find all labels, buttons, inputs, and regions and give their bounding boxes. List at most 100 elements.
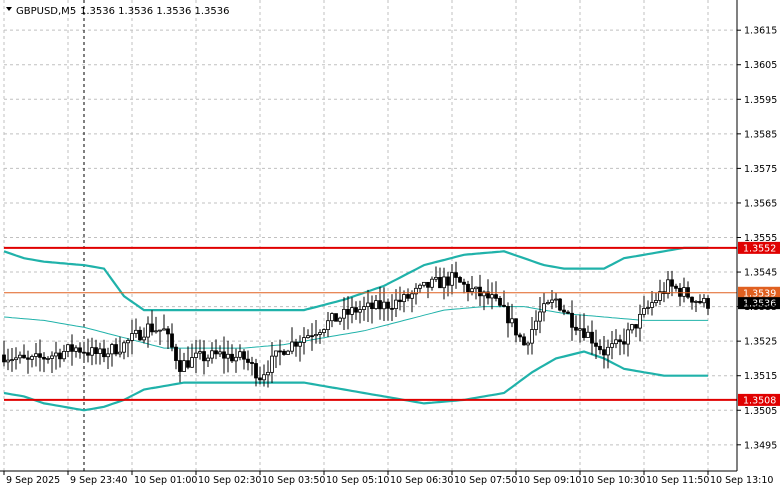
candle-body	[478, 286, 482, 297]
candle-body	[658, 291, 662, 301]
candle-body	[278, 350, 282, 353]
candle-body	[702, 298, 706, 304]
candle-body	[238, 351, 242, 358]
candle-body	[190, 357, 194, 368]
candle-body	[146, 323, 150, 338]
candle-body	[2, 354, 6, 363]
level-price-label: 1.3508	[743, 395, 776, 406]
x-tick-label: 10 Sep 10:30	[582, 475, 645, 486]
candle-body	[438, 276, 442, 289]
candle-body	[154, 330, 158, 333]
y-tick-label: 1.3565	[744, 198, 777, 209]
candle-body	[426, 281, 430, 288]
candle-body	[314, 334, 318, 337]
candle-body	[646, 307, 650, 309]
symbol-menu-icon[interactable]	[6, 7, 12, 11]
candle-body	[346, 308, 350, 315]
candle-body	[302, 337, 306, 343]
candle-body	[398, 299, 402, 303]
candle-body	[618, 339, 622, 343]
candle-body	[10, 359, 14, 362]
y-tick-label: 1.3605	[744, 60, 777, 71]
candle-body	[294, 341, 298, 347]
candle-body	[134, 329, 138, 334]
candle-body	[462, 281, 466, 285]
candle-body	[74, 347, 78, 352]
candle-body	[614, 339, 618, 345]
candle-body	[6, 359, 10, 363]
candle-body	[362, 306, 366, 310]
candle-body	[530, 329, 534, 344]
candle-body	[506, 306, 510, 324]
level-price-tag	[738, 286, 780, 299]
candle-body	[258, 377, 262, 381]
candle-body	[638, 313, 642, 329]
candle-body	[418, 284, 422, 289]
candle-body	[14, 357, 18, 361]
candle-body	[34, 353, 38, 357]
candle-body	[210, 350, 214, 359]
chart-header: GBPUSD,M5 1.3536 1.3536 1.3536 1.3536	[6, 6, 230, 17]
candle-body	[510, 318, 514, 324]
candle-body	[550, 299, 554, 303]
x-tick-label: 10 Sep 09:10	[518, 475, 581, 486]
candle-body	[626, 329, 630, 345]
candle-body	[182, 360, 186, 372]
candle-body	[94, 347, 98, 355]
candle-body	[422, 281, 426, 286]
candle-body	[150, 323, 154, 333]
candle-body	[142, 336, 146, 341]
y-tick-label: 1.3515	[744, 371, 777, 382]
candle-body	[434, 276, 438, 280]
candle-body	[474, 286, 478, 290]
candle-body	[178, 360, 182, 372]
candle-body	[666, 279, 670, 294]
x-tick-label: 10 Sep 13:10	[710, 475, 773, 486]
candle-body	[158, 329, 162, 332]
candle-body	[470, 288, 474, 293]
candle-body	[230, 353, 234, 362]
candle-body	[574, 326, 578, 331]
candle-body	[546, 302, 550, 305]
grid-lines	[3, 0, 737, 471]
candle-body	[414, 287, 418, 295]
candle-body	[170, 333, 174, 348]
candle-body	[674, 285, 678, 289]
candle-body	[218, 351, 222, 355]
candle-body	[18, 354, 22, 359]
candle-body	[582, 328, 586, 338]
candle-body	[518, 334, 522, 338]
x-tick-label: 9 Sep 23:40	[70, 475, 127, 486]
candle-body	[138, 329, 142, 341]
y-tick-label: 1.3505	[744, 406, 777, 417]
candle-body	[494, 294, 498, 299]
candle-body	[586, 331, 590, 338]
candle-body	[50, 355, 54, 359]
candle-body	[366, 302, 370, 308]
candle-body	[38, 353, 42, 358]
candle-body	[430, 278, 434, 288]
candle-body	[90, 347, 94, 356]
candle-body	[98, 348, 102, 355]
candle-body	[386, 301, 390, 309]
y-tick-label: 1.3495	[744, 440, 777, 451]
x-tick-label: 10 Sep 05:10	[326, 475, 389, 486]
candle-body	[538, 311, 542, 322]
candle-body	[246, 358, 250, 363]
candle-body	[66, 344, 70, 352]
candle-body	[30, 356, 34, 360]
candle-body	[562, 309, 566, 313]
candle-body	[266, 371, 270, 376]
candle-body	[526, 342, 530, 346]
x-tick-label: 10 Sep 11:50	[646, 475, 709, 486]
candle-body	[390, 307, 394, 310]
y-tick-label: 1.3525	[744, 337, 777, 348]
y-tick-label: 1.3535	[744, 302, 777, 313]
candle-body	[630, 324, 634, 331]
candle-body	[370, 302, 374, 310]
candle-body	[594, 342, 598, 347]
